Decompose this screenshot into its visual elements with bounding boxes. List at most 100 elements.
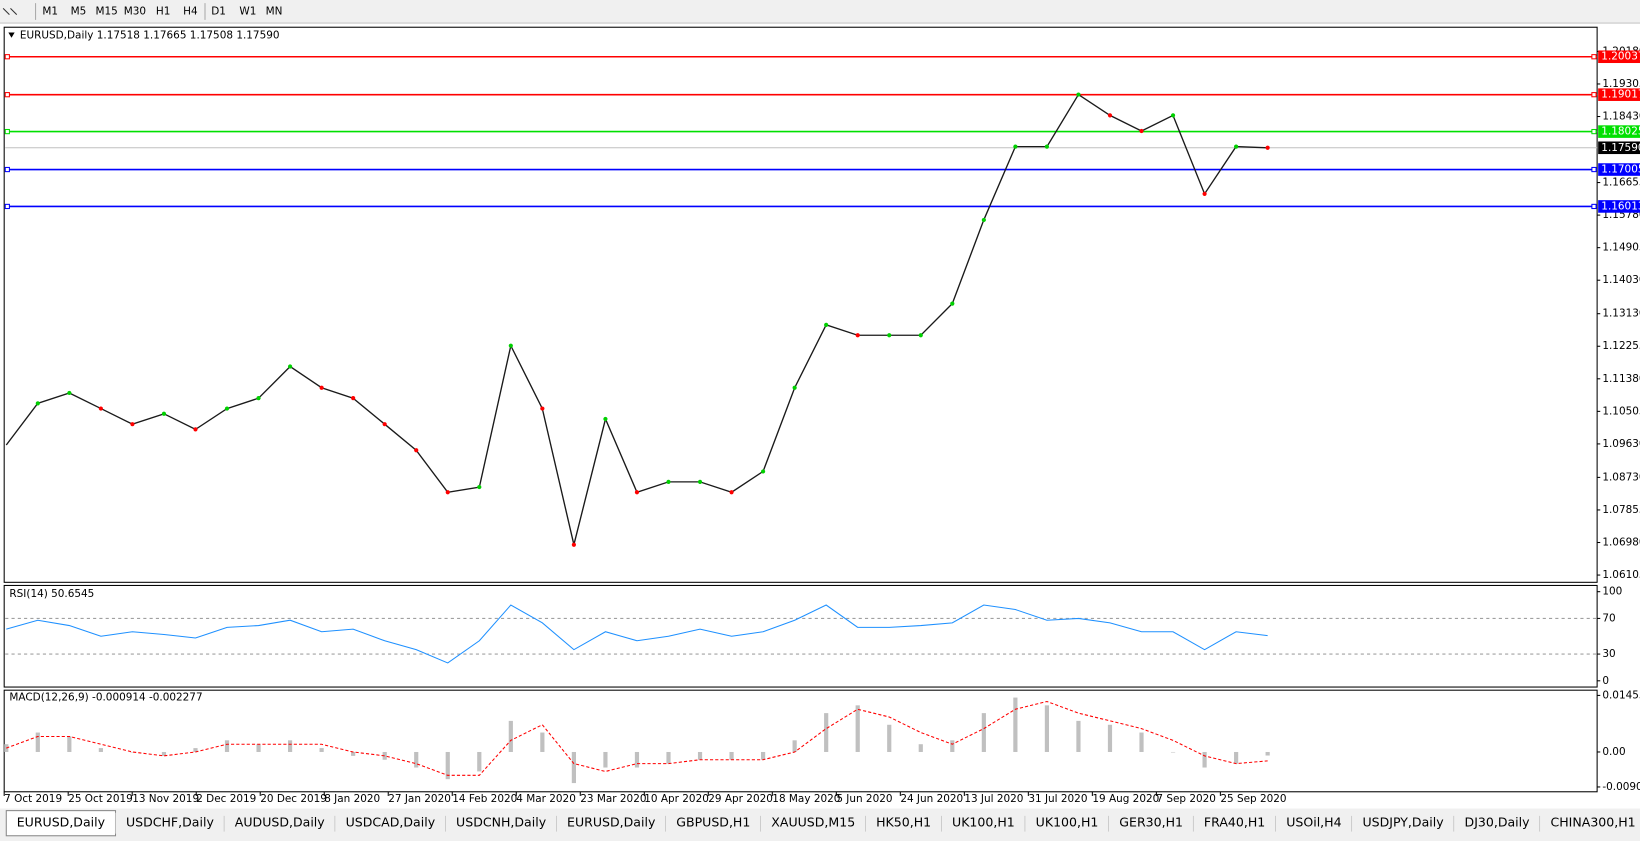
macd-bar — [193, 748, 198, 752]
macd-bar — [1202, 751, 1207, 768]
macd-bar — [1013, 697, 1018, 752]
level-handle — [1591, 166, 1597, 173]
macd-tick-label: -0.009001 — [1602, 781, 1640, 793]
level-box — [1598, 163, 1640, 176]
tab-background — [865, 812, 942, 834]
close-point — [1107, 113, 1113, 118]
tab[interactable]: CHINA300,H1 — [1540, 812, 1640, 834]
tab[interactable]: DJ30,Daily — [1454, 812, 1541, 834]
tab[interactable]: USDCNH,Daily — [445, 812, 558, 834]
tab-background — [1193, 812, 1276, 834]
rsi-label: RSI(14) 50.6545 — [9, 588, 94, 600]
timeframe-button[interactable]: M30 — [124, 6, 146, 18]
rsi-tick-label: 0 — [1602, 675, 1609, 687]
tab-label[interactable]: CHINA300,H1 — [1550, 815, 1635, 830]
price-tick-label: 1.07855 — [1602, 504, 1640, 516]
date-label: 25 Oct 2019 — [68, 793, 133, 805]
price-tick-label: 1.14030 — [1602, 274, 1640, 286]
macd-bar — [256, 744, 261, 752]
price-tick-label: 1.10505 — [1602, 405, 1640, 417]
tab[interactable]: USDJPY,Daily — [1352, 812, 1455, 834]
close-point — [1202, 191, 1207, 196]
macd-bar — [540, 732, 545, 752]
macd-bar — [1170, 751, 1176, 753]
close-point — [477, 484, 482, 490]
tab[interactable]: GER30,H1 — [1108, 812, 1195, 834]
macd-bar — [445, 751, 450, 780]
tab-label[interactable]: UK100,H1 — [1036, 815, 1099, 830]
tab-label[interactable]: USDCAD,Daily — [346, 815, 436, 830]
tab-label[interactable]: XAUUSD,M15 — [771, 815, 855, 830]
tab[interactable]: GBPUSD,H1 — [665, 812, 762, 834]
tab-background — [1275, 812, 1353, 834]
tab[interactable]: USOil,H4 — [1275, 812, 1353, 834]
level-handle — [4, 54, 10, 60]
timeframe-button[interactable]: MN — [266, 6, 283, 18]
tab-label[interactable]: UK100,H1 — [952, 815, 1015, 830]
tab[interactable]: USDCAD,Daily — [335, 812, 447, 834]
level-label: 1.16013 — [1601, 200, 1640, 212]
macd-bar — [603, 751, 608, 768]
macd-label: MACD(12,26,9) -0.000914 -0.002277 — [9, 692, 202, 704]
tab-label[interactable]: DJ30,Daily — [1465, 815, 1531, 830]
tab-label[interactable]: USDCNH,Daily — [456, 815, 547, 830]
close-point — [287, 364, 293, 369]
tab-label[interactable]: GBPUSD,H1 — [676, 815, 750, 830]
timeframe-button[interactable]: W1 — [239, 6, 256, 18]
date-label: 25 Sep 2020 — [1220, 793, 1286, 805]
close-point — [1076, 92, 1081, 97]
close-point — [571, 542, 576, 547]
timeframe-button[interactable]: M15 — [96, 6, 118, 18]
tab[interactable]: EURUSD,Daily — [556, 812, 667, 834]
timeframe-button[interactable]: H1 — [156, 6, 171, 18]
tab-label[interactable]: FRA40,H1 — [1204, 815, 1265, 830]
tab-label[interactable]: GER30,H1 — [1119, 815, 1183, 830]
close-point — [161, 411, 167, 416]
tab-label[interactable]: USDJPY,Daily — [1362, 815, 1444, 830]
tab[interactable]: HK50,H1 — [865, 812, 943, 834]
chart-header: EURUSD,Daily 1.17518 1.17665 1.17508 1.1… — [20, 30, 280, 42]
macd-bar — [950, 740, 955, 752]
rsi-tick-label: 100 — [1602, 586, 1622, 598]
tab[interactable]: UK100,H1 — [941, 812, 1026, 834]
timeframe-button[interactable]: M5 — [71, 6, 87, 18]
macd-bar — [824, 713, 829, 752]
timeframe-button[interactable]: H4 — [183, 6, 198, 18]
tab[interactable]: FRA40,H1 — [1193, 812, 1277, 834]
date-label: 7 Sep 2020 — [1156, 793, 1216, 805]
main-panel — [3, 26, 1598, 583]
timeframe-button[interactable]: M1 — [42, 6, 58, 18]
tab-background — [1352, 812, 1455, 834]
tab-background — [335, 812, 446, 834]
macd-bar — [634, 751, 640, 768]
macd-bar — [981, 713, 986, 752]
timeframe-button[interactable]: D1 — [211, 6, 226, 18]
level-handle — [1591, 92, 1597, 98]
macd-bar — [508, 720, 513, 752]
tab-label[interactable]: AUDUSD,Daily — [235, 815, 325, 830]
tab[interactable]: USDCHF,Daily — [115, 812, 225, 834]
macd-bar — [161, 751, 167, 756]
close-point — [414, 448, 419, 453]
tab-label[interactable]: USDCHF,Daily — [126, 815, 214, 830]
close-point — [508, 343, 513, 348]
tab-label[interactable]: USOil,H4 — [1286, 815, 1341, 830]
tab[interactable]: UK100,H1 — [1025, 812, 1110, 834]
price-tick-label: 1.06105 — [1602, 569, 1640, 581]
current-price-label: 1.17590 — [1601, 142, 1640, 154]
tab-label[interactable]: EURUSD,Daily — [567, 815, 656, 830]
close-point — [666, 479, 671, 484]
tab-label[interactable]: HK50,H1 — [876, 815, 931, 830]
date-label: 18 May 2020 — [772, 793, 840, 805]
level-handle — [4, 166, 10, 173]
rsi-tick-label: 30 — [1602, 648, 1615, 660]
tab[interactable]: XAUUSD,M15 — [760, 812, 867, 834]
tab[interactable]: AUDUSD,Daily — [224, 812, 336, 834]
price-tick-label: 1.18430 — [1602, 111, 1640, 123]
macd-bar — [67, 736, 72, 752]
close-point — [1234, 144, 1239, 149]
tab[interactable]: EURUSD,Daily — [5, 810, 117, 837]
price-tick-label: 1.12255 — [1602, 340, 1640, 352]
tab-label[interactable]: EURUSD,Daily — [17, 815, 106, 830]
